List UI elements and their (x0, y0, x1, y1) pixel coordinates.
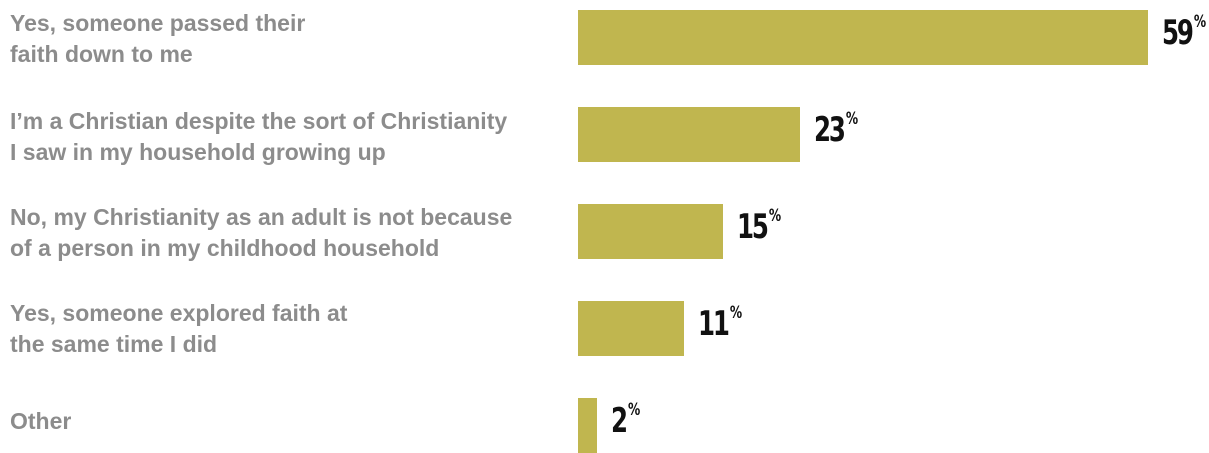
data-label-value: 23 (814, 110, 846, 150)
bar (578, 107, 800, 162)
bar (578, 204, 723, 259)
data-label-value: 15 (737, 207, 769, 247)
data-label-unit: % (628, 400, 641, 420)
data-label-unit: % (768, 206, 782, 226)
data-label-unit: % (845, 109, 859, 129)
category-label: Yes, someone passed their faith down to … (10, 10, 306, 67)
data-label-unit: % (1193, 12, 1207, 32)
category-label: No, my Christianity as an adult is not b… (10, 204, 513, 261)
data-label: 23% (814, 110, 858, 150)
data-label: 11% (698, 304, 742, 344)
data-label: 2% (611, 401, 640, 441)
category-label: Other (10, 408, 72, 434)
data-label-value: 11 (698, 304, 730, 344)
bar (578, 398, 597, 453)
category-label: I’m a Christian despite the sort of Chri… (10, 108, 508, 165)
data-label: 15% (737, 207, 781, 247)
bar (578, 10, 1148, 65)
data-label-value: 2 (611, 401, 628, 441)
data-label-unit: % (729, 303, 743, 323)
data-label-value: 59 (1162, 13, 1194, 53)
bar (578, 301, 684, 356)
category-label: Yes, someone explored faith at the same … (10, 300, 348, 357)
data-label: 59% (1162, 13, 1206, 53)
